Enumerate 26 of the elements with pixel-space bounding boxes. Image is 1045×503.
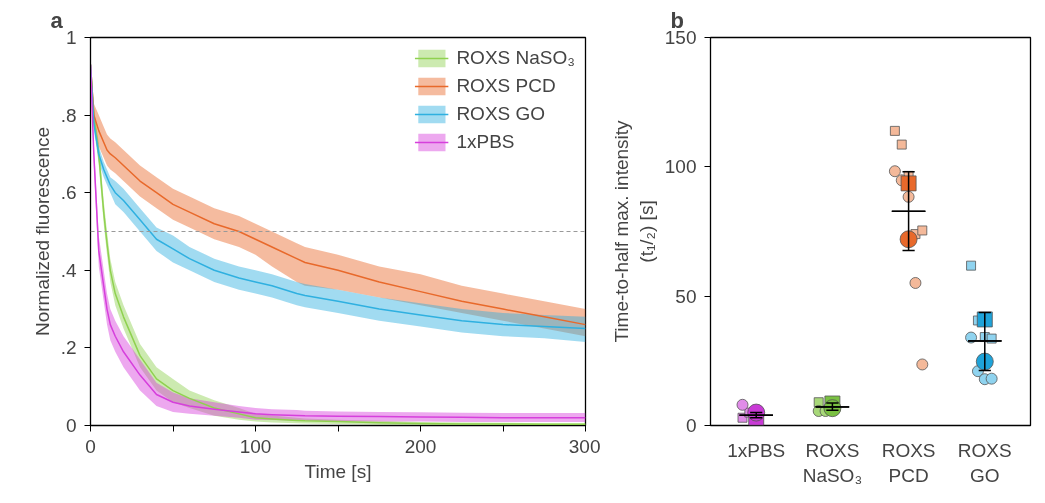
legend-label: ROXS PCD <box>456 75 556 97</box>
y-axis-title: Time-to-half max. intensity (t₁/₂) [s] <box>610 119 657 343</box>
y-tick-label: 0 <box>685 415 697 436</box>
y-tick-label: .8 <box>60 104 77 126</box>
y-axis-title: Normalized fluorescence <box>31 126 53 337</box>
x-tick-label: 0 <box>85 435 96 457</box>
x-axis-title: Time [s] <box>304 460 372 482</box>
legend-label: 1xPBS <box>456 131 515 153</box>
y-tick-label: 150 <box>664 27 697 48</box>
legend-label: ROXS NaSO₃ <box>456 47 575 69</box>
x-tick-label: ROXS NaSO₃ <box>802 439 863 486</box>
y-tick-label: 100 <box>664 156 697 178</box>
x-tick-label: ROXS PCD <box>881 439 936 486</box>
chart-title: a <box>50 7 64 33</box>
x-tick-label: 100 <box>239 435 272 457</box>
y-tick-label: 1 <box>65 27 77 48</box>
y-tick-label: .6 <box>60 182 77 204</box>
y-tick-label: 0 <box>65 415 77 436</box>
x-tick-label: 1xPBS <box>727 439 786 461</box>
x-tick-label: 300 <box>568 435 601 457</box>
y-tick-label: 50 <box>675 285 697 307</box>
legend-label: ROXS GO <box>456 103 546 125</box>
y-tick-label: .2 <box>60 337 77 359</box>
x-tick-label: 200 <box>404 435 437 457</box>
x-tick-label: ROXS GO <box>957 439 1012 486</box>
y-tick-label: .4 <box>60 259 77 281</box>
